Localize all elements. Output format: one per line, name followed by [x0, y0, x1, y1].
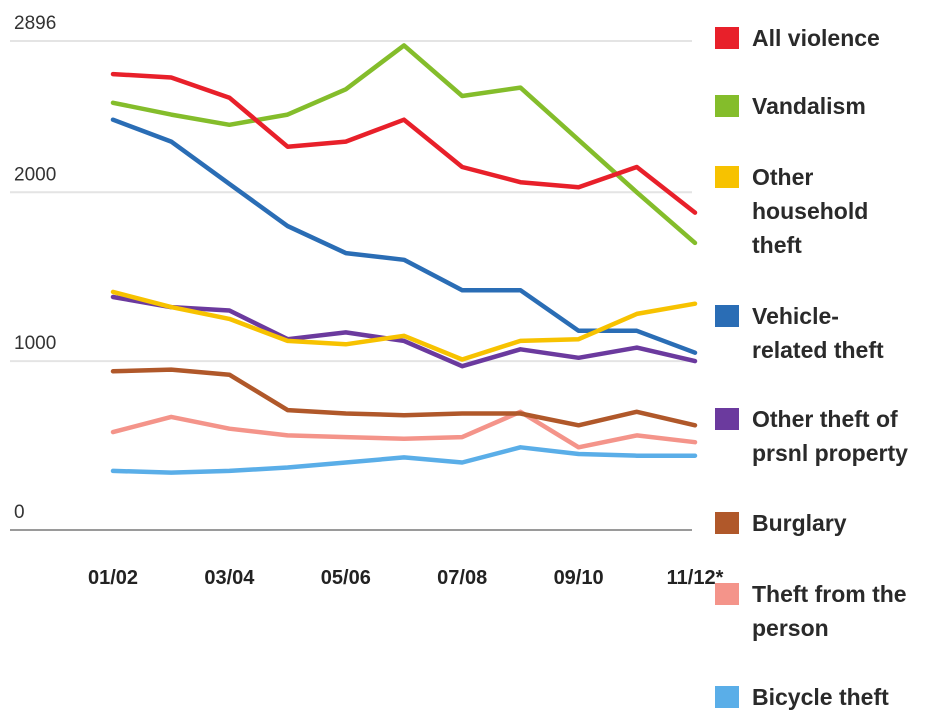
legend-item-vehicle-related-theft: Vehicle-related theft — [715, 303, 884, 363]
x-tick-label: 03/04 — [204, 567, 255, 589]
series-line-vehicle-related-theft — [110, 117, 698, 355]
gridlines — [10, 40, 692, 363]
legend-swatch — [715, 27, 739, 49]
x-tick-label: 07/08 — [437, 567, 487, 589]
legend-label: Burglary — [752, 510, 847, 536]
legend-item-all-violence: All violence — [715, 25, 880, 51]
legend-label: Other — [752, 164, 813, 190]
legend-label: Bicycle theft — [752, 684, 889, 710]
y-tick-label: 2000 — [14, 164, 56, 185]
legend-swatch — [715, 408, 739, 430]
series-line-all-violence — [110, 71, 698, 215]
series-line-vandalism — [110, 43, 698, 246]
legend-swatch — [715, 686, 739, 708]
y-axis-ticks: 0 1000 2000 2896 — [14, 13, 56, 523]
x-tick-label: 09/10 — [554, 567, 604, 589]
x-tick-label: 11/12* — [667, 567, 724, 589]
legend-swatch — [715, 583, 739, 605]
legend-label: All violence — [752, 25, 880, 51]
legend-swatch — [715, 166, 739, 188]
legend-label: Vehicle- — [752, 303, 839, 329]
series-line-other-theft-of-prsnl-property — [110, 294, 698, 369]
series-line-other-household-theft — [110, 289, 698, 362]
legend-label: Vandalism — [752, 93, 866, 119]
legend-item-bicycle-theft: Bicycle theft — [715, 684, 889, 710]
series-line-burglary — [110, 367, 698, 428]
legend-swatch — [715, 95, 739, 117]
x-axis-ticks: 01/02 03/04 05/06 07/08 09/10 11/12* — [88, 567, 724, 589]
legend-item-other-theft-of-prsnl-property: Other theft of prsnl property — [715, 406, 908, 466]
legend-label: theft — [752, 232, 802, 258]
legend-label: household — [752, 198, 868, 224]
legend-item-burglary: Burglary — [715, 510, 847, 536]
legend-label: Other theft of — [752, 406, 898, 432]
legend: All violence Vandalism Other household theft… — [715, 25, 908, 710]
legend-label: person — [752, 615, 829, 641]
legend-item-vandalism: Vandalism — [715, 93, 866, 119]
series-line-bicycle-theft — [110, 445, 698, 475]
legend-swatch — [715, 305, 739, 327]
legend-label: related theft — [752, 337, 884, 363]
legend-label: prsnl property — [752, 440, 908, 466]
x-tick-label: 01/02 — [88, 567, 138, 589]
legend-item-theft-from-the-person: Theft from the person — [715, 581, 907, 641]
x-tick-label: 05/06 — [321, 567, 371, 589]
y-tick-label: 1000 — [14, 333, 56, 354]
legend-swatch — [715, 512, 739, 534]
y-tick-label: 2896 — [14, 13, 56, 34]
legend-label: Theft from the — [752, 581, 907, 607]
y-tick-label: 0 — [14, 502, 25, 523]
legend-item-other-household-theft: Other household theft — [715, 164, 868, 258]
series-lines — [110, 43, 698, 475]
series-line-theft-from-the-person — [110, 409, 698, 450]
